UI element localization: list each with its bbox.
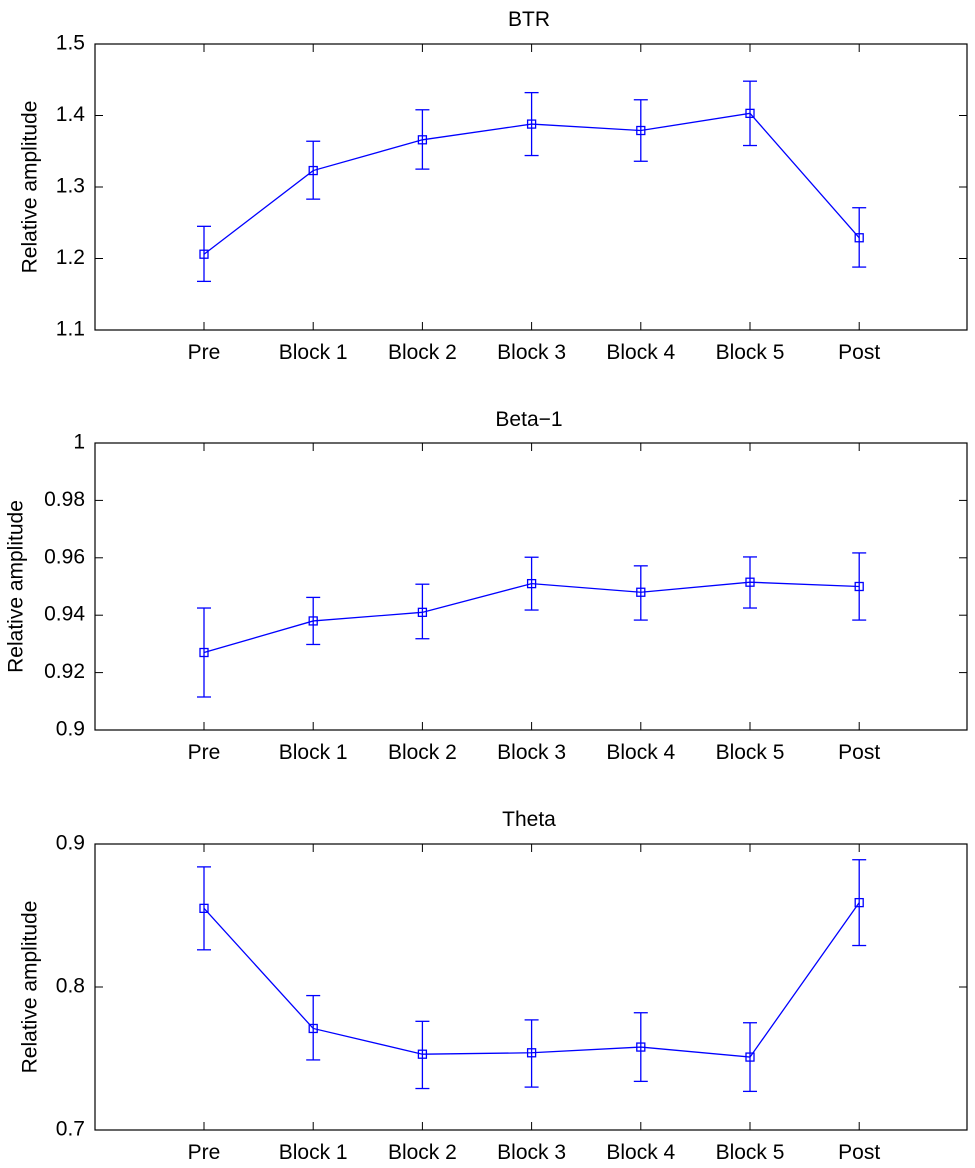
x-tick-label-block-4: Block 4 <box>606 1141 675 1164</box>
x-tick-label-block-3: Block 3 <box>497 341 566 364</box>
chart-panel-btr: BTR Relative amplitude 1.1 1.2 1.3 1.4 1.5 Pre B… <box>19 8 968 364</box>
x-tick-label-block-4: Block 4 <box>606 341 675 364</box>
chart-title: Beta−1 <box>495 408 562 431</box>
y-tick-label: 0.96 <box>44 545 85 568</box>
chart-panel-beta-1: Beta−1 Relative amplitude 0.9 0.92 0.94 0.96 0… <box>5 408 968 764</box>
error-bar-pre <box>197 225 211 283</box>
plot-frame <box>94 43 968 331</box>
data-point-block-2 <box>417 135 428 145</box>
data-point-block-1 <box>308 616 318 626</box>
error-bar-block-3 <box>524 556 539 611</box>
y-tick-label: 0.98 <box>44 488 85 511</box>
data-point-block-2 <box>417 1049 428 1059</box>
x-tick-label-pre: Pre <box>188 741 221 764</box>
data-point-pre <box>199 903 209 913</box>
x-tick-label-block-1: Block 1 <box>279 1141 348 1164</box>
data-point-block-4 <box>636 587 646 597</box>
y-axis-label: Relative amplitude <box>19 101 42 274</box>
x-tick-label-post: Post <box>838 1141 880 1164</box>
x-tick-label-block-1: Block 1 <box>279 741 348 764</box>
x-tick-label-block-3: Block 3 <box>497 1141 566 1164</box>
y-tick-label: 0.9 <box>56 832 85 855</box>
error-bar-post <box>852 859 867 947</box>
chart-panel-theta: Theta Relative amplitude 0.7 0.8 0.9 Pre Block… <box>19 808 968 1164</box>
data-point-post <box>854 233 864 243</box>
error-bar-block-5 <box>743 556 757 609</box>
data-point-pre <box>199 249 209 259</box>
data-point-block-4 <box>636 1042 646 1052</box>
data-point-block-3 <box>526 578 537 589</box>
y-tick-label: 0.8 <box>56 975 85 998</box>
error-bar-block-1 <box>306 140 321 200</box>
chart-title: Theta <box>502 808 556 831</box>
x-tick-label-block-5: Block 5 <box>716 1141 785 1164</box>
y-tick-label: 1.5 <box>56 32 85 55</box>
error-bar-block-2 <box>415 1020 430 1090</box>
y-tick-label: 0.7 <box>56 1118 85 1141</box>
data-point-block-5 <box>745 577 755 587</box>
data-point-post <box>854 581 864 592</box>
error-bar-block-2 <box>415 109 430 170</box>
error-bar-post <box>852 552 867 621</box>
error-bar-block-5 <box>743 80 757 147</box>
error-bar-pre <box>197 866 211 951</box>
x-tick-label-pre: Pre <box>188 1141 221 1164</box>
y-tick-label: 1.4 <box>56 103 86 126</box>
y-tick-label: 0.9 <box>56 718 85 741</box>
x-tick-label-post: Post <box>838 341 880 364</box>
error-bar-block-3 <box>524 91 539 157</box>
x-tick-label-block-2: Block 2 <box>388 1141 457 1164</box>
data-point-block-3 <box>526 119 537 129</box>
y-tick-label: 1.3 <box>56 175 85 198</box>
error-bar-block-5 <box>743 1022 757 1093</box>
data-point-block-1 <box>308 1023 318 1034</box>
x-tick-label-block-2: Block 2 <box>388 741 457 764</box>
error-bar-pre <box>197 607 211 698</box>
chart-title: BTR <box>508 8 550 31</box>
data-point-block-5 <box>745 108 755 119</box>
x-tick-label-block-5: Block 5 <box>716 741 785 764</box>
x-tick-label-block-3: Block 3 <box>497 741 566 764</box>
error-bar-block-1 <box>306 596 321 646</box>
data-point-block-4 <box>636 125 646 136</box>
data-point-block-1 <box>308 165 318 176</box>
data-point-block-5 <box>745 1052 755 1062</box>
error-bar-block-4 <box>633 99 648 162</box>
plot-frame <box>94 442 968 731</box>
data-point-pre <box>199 647 209 658</box>
error-bar-block-3 <box>524 1019 539 1088</box>
x-tick-label-block-1: Block 1 <box>279 341 348 364</box>
error-bar-block-2 <box>415 583 430 640</box>
y-tick-label: 1.2 <box>56 246 85 269</box>
x-tick-label-pre: Pre <box>188 341 221 364</box>
error-bar-block-4 <box>633 1012 648 1083</box>
y-axis-label: Relative amplitude <box>5 500 28 673</box>
x-tick-label-block-2: Block 2 <box>388 341 457 364</box>
error-bar-block-4 <box>633 565 648 621</box>
data-point-block-2 <box>417 607 428 617</box>
y-tick-label: 0.92 <box>44 660 85 683</box>
error-bar-post <box>852 207 867 268</box>
data-point-post <box>854 897 864 908</box>
y-tick-label: 0.94 <box>44 603 85 626</box>
error-bar-block-1 <box>306 994 321 1061</box>
x-tick-label-block-5: Block 5 <box>716 341 785 364</box>
y-tick-label: 1.1 <box>56 318 85 341</box>
data-point-block-3 <box>526 1048 537 1058</box>
y-axis-label: Relative amplitude <box>19 901 42 1074</box>
y-tick-label: 1 <box>73 431 85 454</box>
x-tick-label-post: Post <box>838 741 880 764</box>
x-tick-label-block-4: Block 4 <box>606 741 675 764</box>
